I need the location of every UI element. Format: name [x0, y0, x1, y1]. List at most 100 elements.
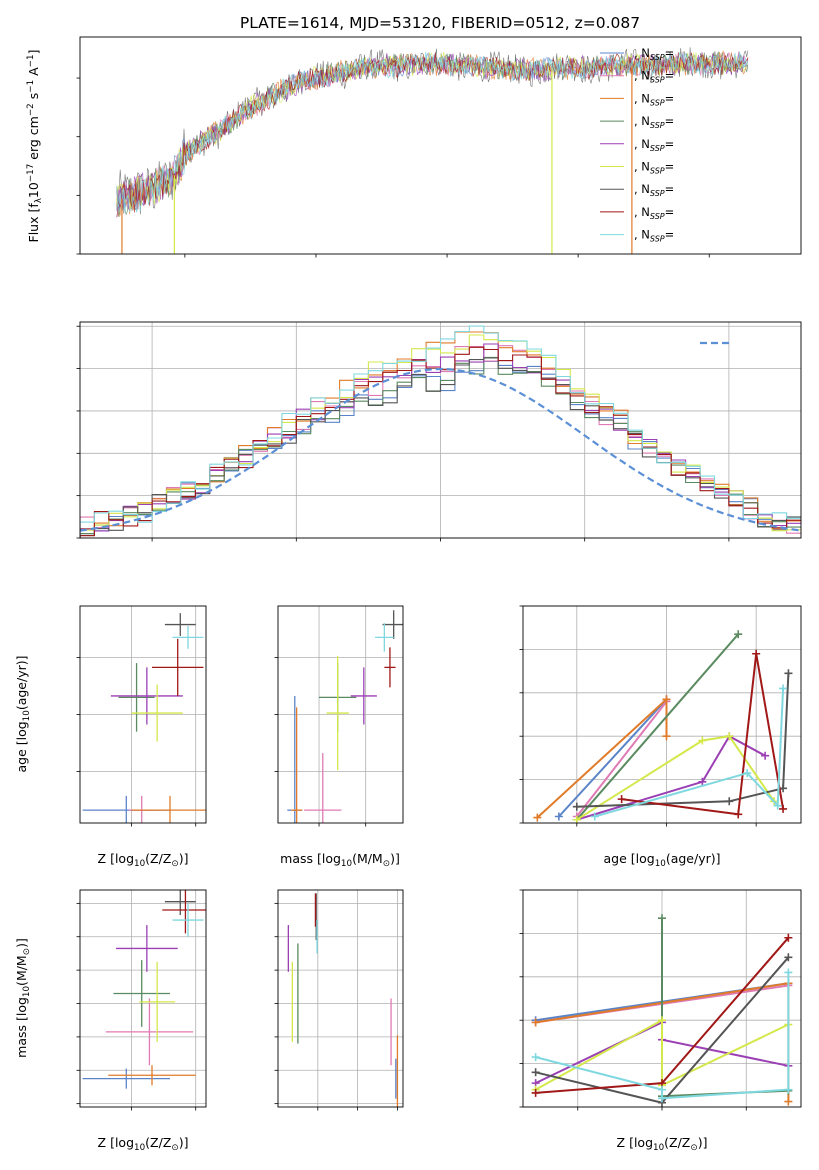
panel-mass-vs-Z: Z [log10(Z/Z⊙)] mass [log10(M/M⊙)]: [14, 889, 207, 1153]
x-axis-label-part: )]: [179, 1135, 189, 1150]
axes: Z [log10(Z/Z⊙)] mass [log10(M/M⊙)]: [14, 889, 207, 1153]
legend-nssp-prefix: , N: [634, 69, 650, 83]
panel-mass-weight-vs-Z: Z [log10(Z/Z⊙)]: [519, 889, 802, 1153]
y-axis-label: Flux [fλ10−17 erg cm−2 s−1 A−1]: [26, 50, 44, 243]
weight-series-kroupa-stelib: [590, 684, 788, 821]
weight-marker: [662, 732, 671, 741]
weight-marker: [725, 732, 734, 741]
axes: Z [log10(Z/Z⊙)]: [519, 889, 802, 1153]
weight-marker: [658, 1094, 666, 1103]
x-axis-label-part: 10: [341, 859, 352, 869]
errorbar-kroupa-elodie: [131, 684, 183, 742]
errorbar-kroupa-stelib: [172, 903, 204, 937]
errorbar-kroupa-stelib: [375, 623, 394, 652]
weight-series-kroupa-stelib: [531, 968, 793, 1103]
weight-line: [576, 633, 739, 821]
grid: [80, 606, 206, 823]
errorbar-kroupa-miles: [131, 795, 206, 823]
weight-line: [621, 653, 785, 816]
y-axis-label-part: λ: [34, 198, 44, 203]
axes-frame: [79, 605, 207, 824]
errorbar-salpeter-stelib: [384, 647, 396, 688]
errorbar-kroupa-stelib: [172, 625, 204, 649]
weight-series-chabrier-elodie: [658, 914, 793, 1101]
weight-marker: [779, 804, 788, 813]
spectrum-line-salpeter-stelib: [116, 52, 749, 213]
errorbar-salpeter-elodie: [116, 925, 178, 972]
spectrum-line-kroupa-stelib: [116, 51, 749, 213]
legend-label-chabrier-miles: , NSSP=: [634, 46, 674, 62]
spectrum-legend: , NSSP=, NSSP=, NSSP=, NSSP=, NSSP=, NSS…: [600, 46, 674, 244]
errorbar-chabrier-stelib: [164, 613, 196, 636]
legend-nssp-prefix: , N: [634, 160, 650, 174]
legend-label-kroupa-stelib: , NSSP=: [634, 228, 674, 244]
x-axis-label-part: 10: [134, 1143, 145, 1153]
x-axis-label: age [log10(age/yr)]: [603, 851, 720, 869]
errorbar-kroupa-miles: [108, 1065, 196, 1086]
x-axis-label-part: )]: [698, 1135, 708, 1150]
axes: [76, 321, 802, 542]
y-axis-label-part: (age/yr)]: [14, 655, 29, 710]
x-axis-label-part: )]: [390, 851, 400, 866]
weight-series-kroupa-elodie: [572, 732, 779, 823]
x-axis-label: Z [log10(Z/Z⊙)]: [98, 1135, 189, 1153]
legend-nssp-eq: =: [665, 137, 675, 151]
histogram-kroupa-stelib: [80, 325, 801, 538]
legend-nssp-sub: SSP: [650, 212, 665, 221]
axes-frame: [79, 36, 802, 255]
weight-marker: [784, 968, 793, 977]
y-axis-label-part: age [log: [14, 721, 29, 772]
x-axis-label-part: (age/yr)]: [666, 851, 721, 866]
y-axis-label-part: ⊙: [22, 948, 32, 955]
y-axis-label-part: −2: [26, 103, 36, 116]
weight-marker: [572, 815, 581, 823]
weight-marker: [531, 1088, 540, 1097]
weight-marker: [698, 777, 707, 786]
errorbar-salpeter-stelib: [152, 638, 204, 696]
x-axis-label-part: ⊙: [690, 1143, 697, 1153]
legend-nssp-prefix: , N: [634, 182, 650, 196]
legend-nssp-sub: SSP: [650, 144, 665, 153]
y-axis-label-part: −1: [26, 80, 36, 93]
weight-marker: [572, 802, 581, 811]
weight-marker: [554, 812, 563, 821]
axes-frame: [522, 605, 802, 824]
weight-marker: [590, 812, 599, 821]
axes-frame: [277, 889, 404, 1108]
x-axis-label-part: mass [log: [280, 851, 341, 866]
x-axis-label-part: (Z/Z: [145, 851, 171, 866]
legend-label-salpeter-stelib: , NSSP=: [634, 205, 674, 221]
weight-marker: [658, 914, 666, 923]
y-axis-label-part: erg cm: [26, 116, 41, 164]
y-axis-label-part: Flux [f: [26, 203, 41, 243]
legend-nssp-sub: SSP: [650, 189, 665, 198]
axes: [274, 889, 404, 1111]
x-axis-label-part: 10: [653, 1143, 664, 1153]
weight-series-kroupa-miles: [533, 695, 671, 822]
x-axis-label-part: 10: [134, 859, 145, 869]
legend-label-chabrier-stelib: , NSSP=: [634, 182, 674, 198]
x-axis-label-part: ⊙: [171, 1143, 178, 1153]
plot-area: [82, 613, 206, 823]
legend-nssp-sub: SSP: [650, 53, 665, 62]
panel-age-vs-Z: Z [log10(Z/Z⊙)]age [log10(age/yr)]: [14, 605, 207, 869]
y-axis-label-part: 10: [22, 710, 32, 721]
y-axis-label: mass [log10(M/M⊙)]: [14, 938, 32, 1058]
errorbar-kroupa-elodie: [139, 961, 176, 1042]
legend-nssp-sub: SSP: [650, 167, 665, 176]
weight-marker: [761, 751, 770, 760]
weight-line: [576, 735, 775, 821]
y-axis-label-part: ]: [26, 50, 41, 55]
weight-marker: [784, 1097, 793, 1106]
errorbar-salpeter-elodie: [350, 667, 377, 725]
panel-residual-distribution: [76, 321, 802, 542]
errorbar-chabrier-stelib: [164, 890, 196, 916]
legend-nssp-prefix: , N: [634, 91, 650, 105]
weight-marker: [784, 933, 793, 942]
plot-area: [80, 325, 801, 538]
y-axis-label-part: s: [26, 93, 41, 104]
x-axis-label-part: ⊙: [383, 859, 390, 869]
legend-label-salpeter-elodie: , NSSP=: [634, 137, 674, 153]
errorbar-chabrier-stelib: [382, 610, 403, 639]
x-axis-label-part: 10: [655, 859, 666, 869]
